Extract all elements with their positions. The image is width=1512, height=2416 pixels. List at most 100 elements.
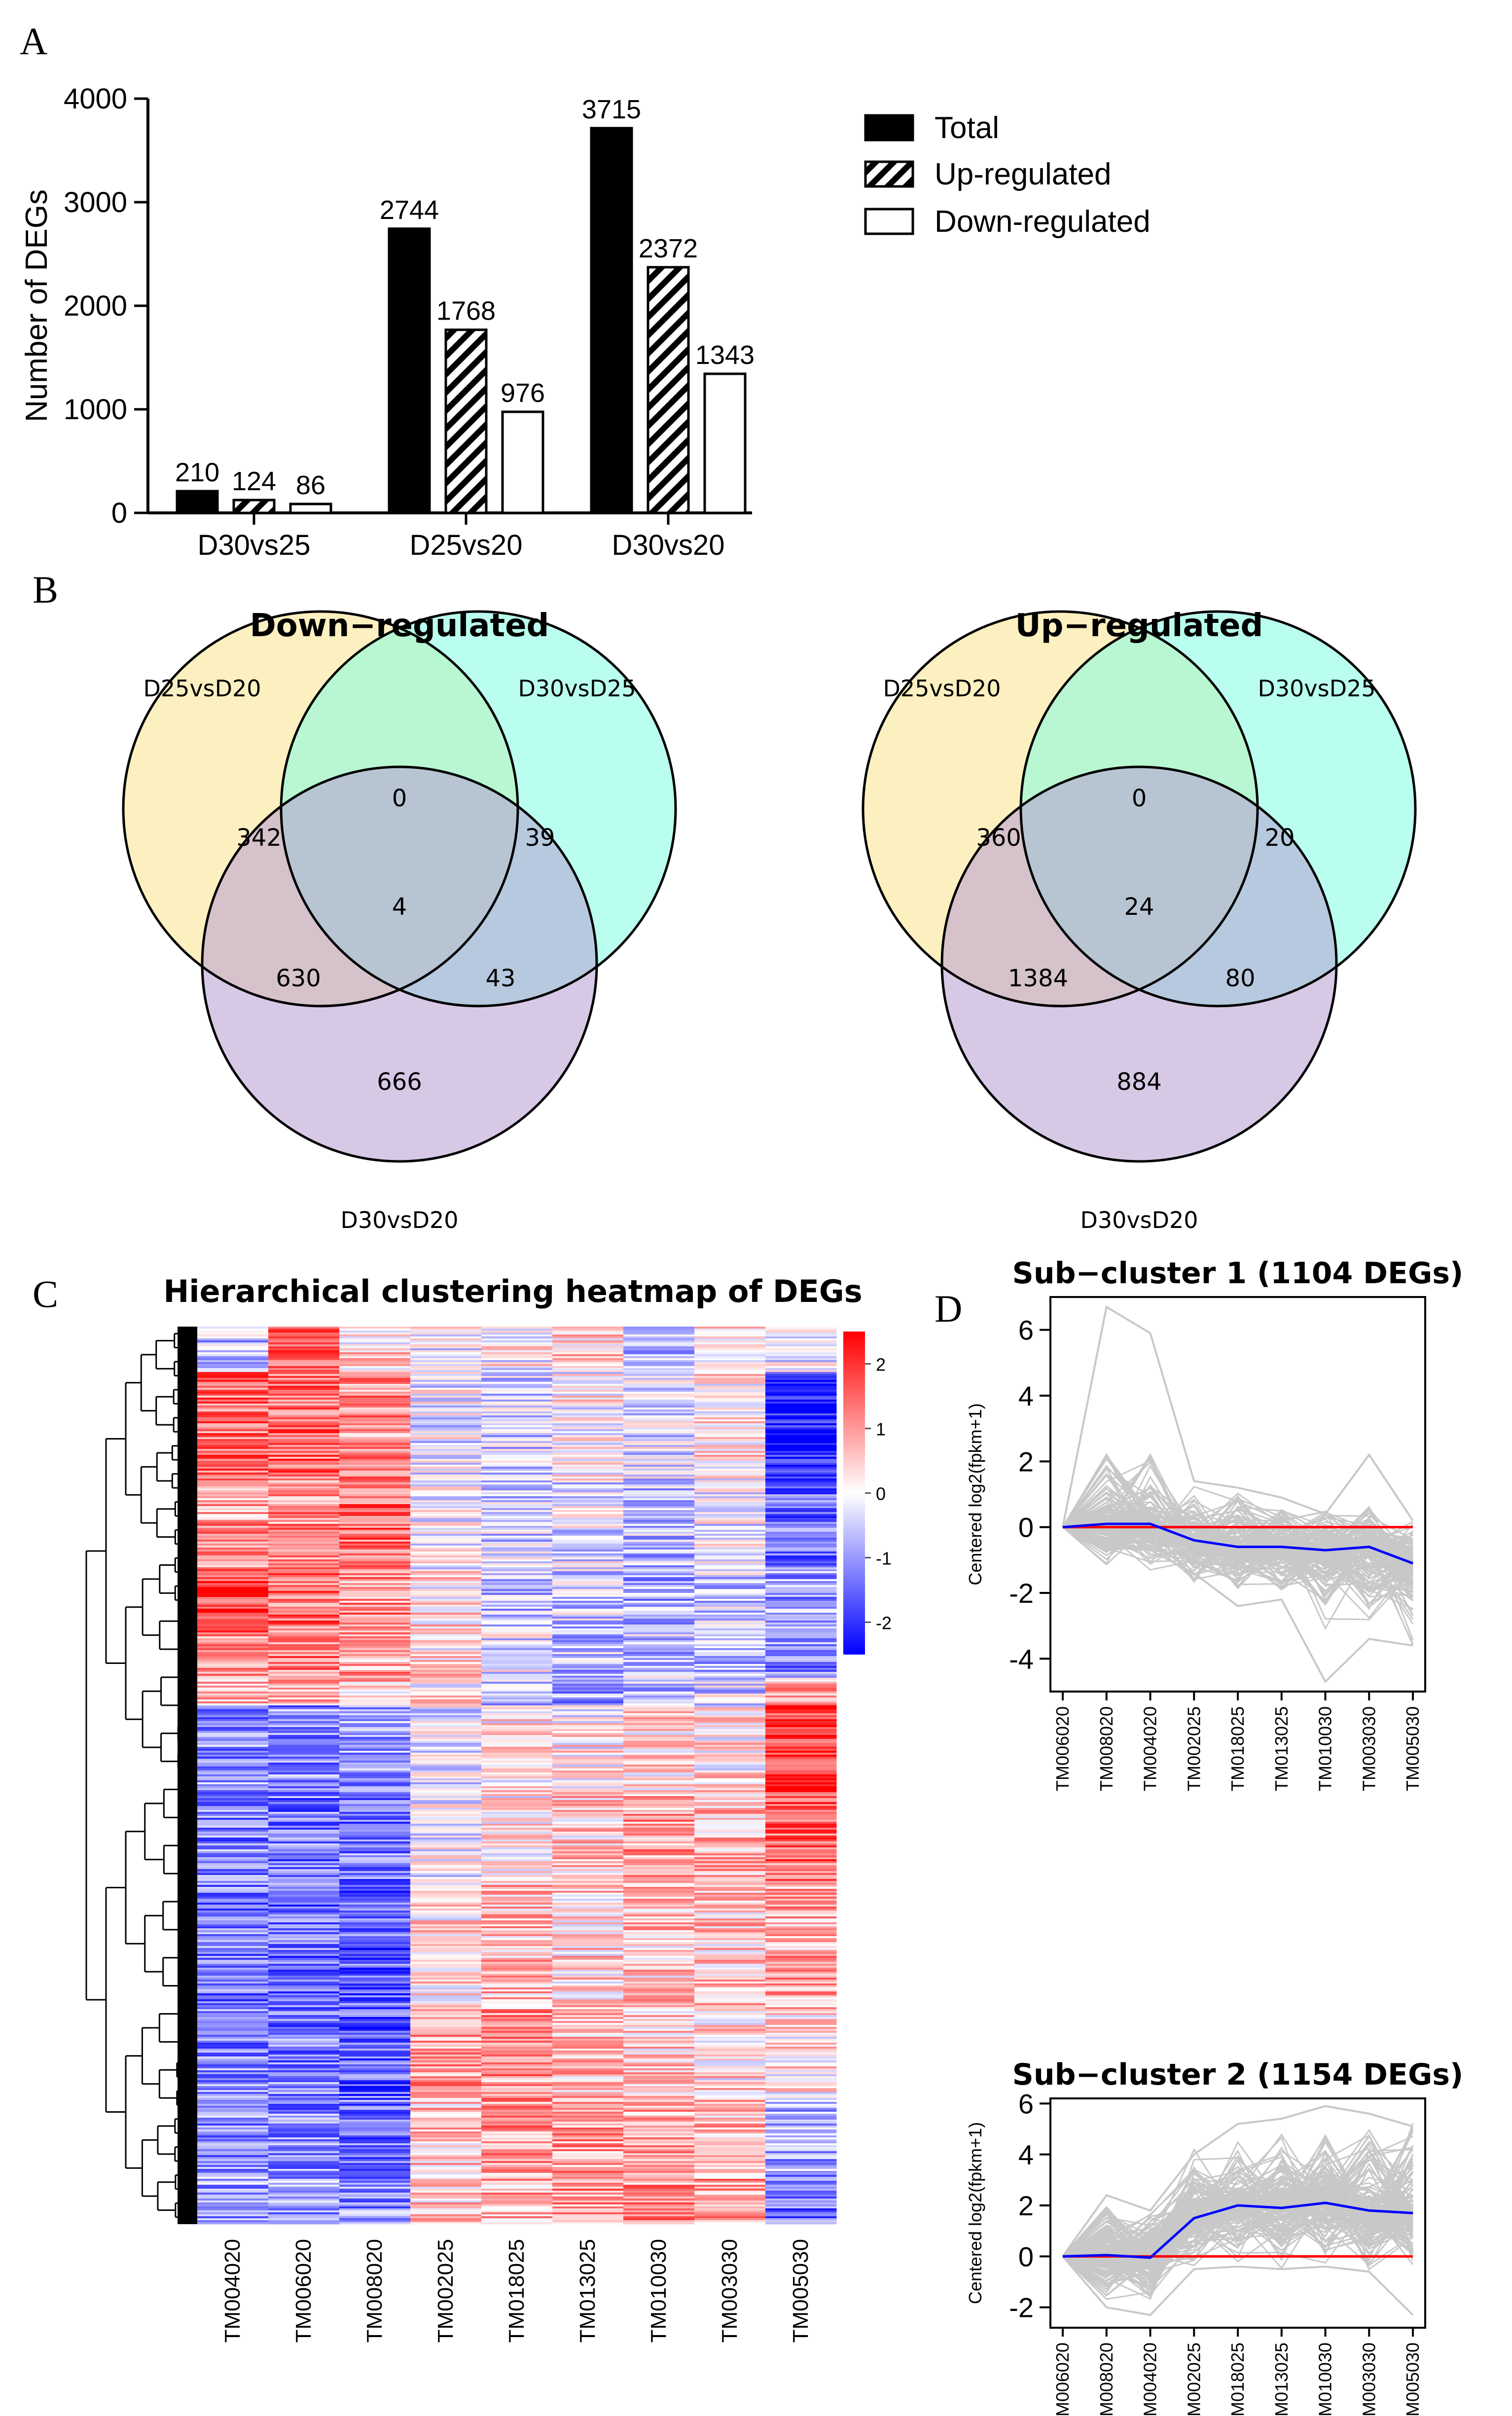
heatmap-cell <box>623 1751 695 1753</box>
heatmap-cell <box>552 1899 624 1901</box>
heatmap-cell <box>268 2195 340 2197</box>
venn-title: Down−regulated <box>250 608 549 644</box>
heatmap-cell <box>623 2100 695 2102</box>
heatmap-cell <box>765 1581 837 1584</box>
heatmap-cell <box>694 1895 766 1897</box>
heatmap-cell <box>268 1469 340 1471</box>
bar-down-regulated-d30vs20 <box>703 372 747 514</box>
heatmap-cell <box>694 1999 766 2002</box>
gene-profiles <box>1062 1305 1414 1684</box>
heatmap-cell <box>765 1336 837 1339</box>
heatmap-cell <box>410 1490 482 1493</box>
heatmap-cell <box>481 1723 553 1726</box>
heatmap-cell <box>694 2009 766 2012</box>
heatmap-cell <box>410 2141 482 2144</box>
heatmap-cell <box>268 1636 340 1639</box>
heatmap-cell <box>694 1909 766 1911</box>
heatmap-cell <box>197 1879 269 1881</box>
heatmap-cell <box>197 2193 269 2195</box>
heatmap-cell <box>552 1772 624 1775</box>
gene-profile-line <box>1062 2205 1413 2259</box>
heatmap-cell <box>623 1650 695 1653</box>
heatmap-cell <box>481 1601 553 1603</box>
heatmap-cell <box>552 1644 624 1647</box>
heatmap-cell <box>410 1909 482 1911</box>
heatmap-cell <box>481 2118 553 2120</box>
heatmap-cell <box>765 2145 837 2148</box>
heatmap-cell <box>268 1745 340 1747</box>
heatmap-cell <box>765 1901 837 1903</box>
heatmap-cell <box>268 1640 340 1643</box>
heatmap-cell <box>410 1360 482 1363</box>
heatmap-cell <box>339 1721 411 1724</box>
heatmap-cell <box>481 1652 553 1655</box>
heatmap-cell <box>481 1672 553 1674</box>
heatmap-cell <box>339 2074 411 2077</box>
heatmap-cell <box>623 1954 695 1956</box>
heatmap-cell <box>765 2195 837 2197</box>
heatmap-cell <box>694 2029 766 2031</box>
heatmap-cell <box>481 2088 553 2091</box>
heatmap-cell <box>197 2204 269 2207</box>
heatmap-cell <box>268 1678 340 1680</box>
heatmap-cell <box>268 1492 340 1495</box>
heatmap-cell <box>339 1366 411 1369</box>
heatmap-cell <box>481 2058 553 2061</box>
heatmap-cell <box>481 2177 553 2179</box>
heatmap-cell <box>268 1396 340 1398</box>
heatmap-cell <box>197 1585 269 1587</box>
heatmap-cell <box>765 1733 837 1735</box>
heatmap-cell <box>339 1806 411 1808</box>
heatmap-cell <box>765 1889 837 1891</box>
heatmap-cell <box>694 2161 766 2164</box>
heatmap-cell <box>481 1733 553 1735</box>
heatmap-cell <box>339 1486 411 1489</box>
heatmap-cell <box>339 1402 411 1404</box>
heatmap-cell <box>552 1676 624 1678</box>
heatmap-cell <box>481 2155 553 2158</box>
heatmap-cell <box>552 2210 624 2213</box>
heatmap-cell <box>623 2197 695 2199</box>
heatmap-cell <box>197 2055 269 2057</box>
heatmap-cell <box>623 1346 695 1349</box>
heatmap-cell <box>694 1942 766 1945</box>
heatmap-cell <box>268 1384 340 1386</box>
heatmap-cell <box>410 1889 482 1891</box>
heatmap-cell <box>410 1603 482 1605</box>
heatmap-cell <box>339 1786 411 1789</box>
heatmap-cell <box>410 2033 482 2035</box>
heatmap-cell <box>694 2177 766 2179</box>
heatmap-cell <box>623 2055 695 2057</box>
heatmap-cell <box>623 1557 695 1560</box>
heatmap-cell <box>765 1510 837 1513</box>
heatmap-cell <box>268 1601 340 1603</box>
heatmap-cell <box>339 1800 411 1803</box>
heatmap-cell <box>481 1684 553 1686</box>
heatmap-cell <box>694 1504 766 1507</box>
heatmap-cell <box>268 1818 340 1820</box>
heatmap-cell <box>694 1893 766 1895</box>
heatmap-cell <box>552 1344 624 1347</box>
heatmap-cell <box>481 1751 553 1753</box>
heatmap-cell <box>268 2086 340 2089</box>
heatmap-cell <box>694 1932 766 1935</box>
heatmap-cell <box>197 1508 269 1511</box>
heatmap-cell <box>268 2074 340 2077</box>
heatmap-cell <box>197 1733 269 1735</box>
heatmap-cell <box>552 1650 624 1653</box>
heatmap-cell <box>552 2031 624 2033</box>
heatmap-cell <box>268 1508 340 1511</box>
heatmap-cell <box>481 2210 553 2213</box>
heatmap-cell <box>552 1749 624 1751</box>
heatmap-cell <box>197 1646 269 1649</box>
heatmap-cell <box>623 2145 695 2148</box>
heatmap-cell <box>694 1962 766 1964</box>
heatmap-cell <box>765 1926 837 1929</box>
heatmap-cell <box>765 1494 837 1497</box>
x-tick-label: TM013025 <box>1271 2343 1292 2416</box>
heatmap-cell <box>552 1394 624 1396</box>
heatmap-cell <box>623 1881 695 1883</box>
heatmap-cell <box>552 1968 624 1970</box>
heatmap-cell <box>410 1443 482 1445</box>
panel-label-b: B <box>33 568 58 611</box>
